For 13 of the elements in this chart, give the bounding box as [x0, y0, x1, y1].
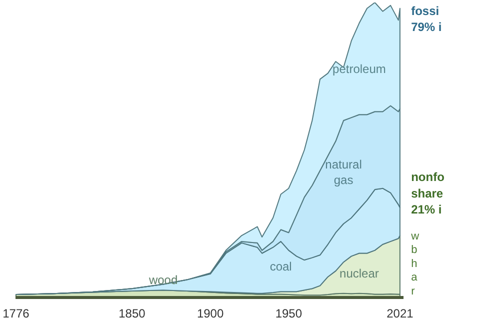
series-label: nuclear	[340, 266, 379, 280]
series-label: petroleum	[332, 62, 386, 76]
series-label: natural gas	[325, 157, 362, 187]
text: w b h a r	[410, 230, 420, 298]
x-tick-label: 1950	[275, 306, 302, 320]
text: nonfo share 21% i	[411, 170, 444, 216]
series-label: coal	[270, 260, 292, 274]
x-tick-label: 1850	[118, 306, 146, 320]
x-tick-label: 1776	[2, 306, 30, 320]
x-tick-label: 2021	[386, 306, 414, 320]
text: fossi 79% i	[411, 4, 442, 34]
x-tick-label: 1900	[196, 306, 224, 320]
series-label: wood	[148, 272, 178, 287]
